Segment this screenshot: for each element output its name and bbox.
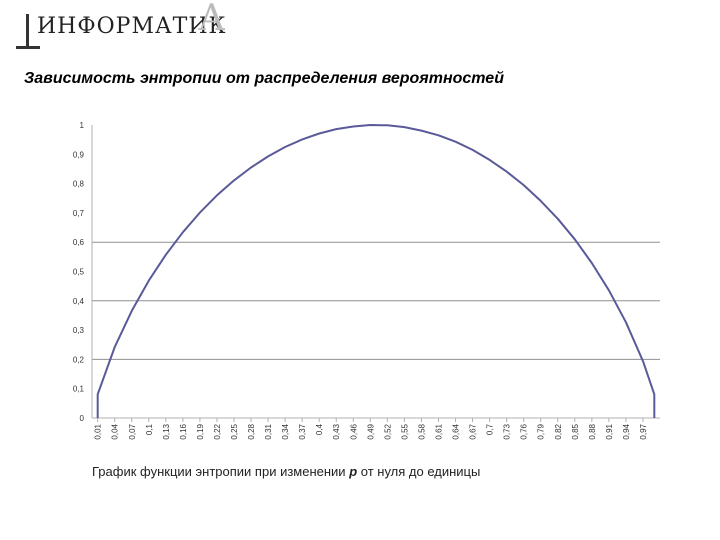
x-tick-label: 0,46	[349, 423, 358, 439]
x-tick-label: 0,25	[230, 423, 239, 439]
x-tick-label: 0,19	[196, 423, 205, 439]
logo-bar-vertical	[26, 14, 29, 48]
x-tick-label: 0,13	[162, 423, 171, 439]
y-tick-label: 0,5	[73, 268, 85, 277]
x-tick-label: 0,97	[639, 423, 648, 439]
x-tick-label: 0,43	[332, 423, 341, 439]
entropy-curve	[96, 124, 656, 419]
caption-text-before: График функции энтропии при изменении	[92, 464, 350, 479]
x-tick-label: 0,88	[588, 423, 597, 439]
x-tick-label: 0,7	[486, 423, 495, 435]
y-tick-label: 0,9	[73, 150, 85, 159]
x-tick-label: 0,22	[213, 423, 222, 439]
caption-text-after: от нуля до единицы	[357, 464, 481, 479]
chart-caption: График функции энтропии при изменении p …	[92, 464, 480, 479]
caption-variable: p	[349, 464, 358, 479]
x-tick-label: 0,34	[281, 423, 290, 439]
x-tick-label: 0,52	[383, 423, 392, 439]
y-tick-label: 0,1	[73, 385, 85, 394]
y-tick-label: 0,2	[73, 355, 85, 364]
y-tick-label: 0,6	[73, 238, 85, 247]
x-tick-label: 0,76	[520, 423, 529, 439]
y-tick-label: 0,4	[73, 297, 85, 306]
y-tick-label: 1	[80, 121, 85, 130]
y-tick-label: 0,8	[73, 180, 85, 189]
x-tick-label: 0,64	[452, 423, 461, 439]
x-tick-label: 0,28	[247, 423, 256, 439]
x-tick-label: 0,82	[554, 423, 563, 439]
x-tick-label: 0,58	[417, 423, 426, 439]
y-tick-label: 0,7	[73, 209, 85, 218]
y-tick-label: 0,3	[73, 326, 85, 335]
x-tick-label: 0,79	[537, 423, 546, 439]
x-tick-label: 0,16	[179, 423, 188, 439]
x-tick-label: 0,04	[111, 423, 120, 439]
x-tick-label: 0,85	[571, 423, 580, 439]
x-tick-label: 0,4	[315, 423, 324, 435]
x-tick-label: 0,1	[145, 423, 154, 435]
x-tick-label: 0,55	[400, 423, 409, 439]
x-tick-label: 0,07	[128, 423, 137, 439]
slide-title: Зависимость энтропии от распределения ве…	[24, 70, 504, 87]
x-tick-label: 0,37	[298, 423, 307, 439]
x-tick-label: 0,94	[622, 423, 631, 439]
x-tick-label: 0,91	[605, 423, 614, 439]
x-tick-label: 0,67	[469, 423, 478, 439]
x-tick-label: 0,73	[503, 423, 512, 439]
y-tick-label: 0	[80, 414, 85, 423]
x-tick-label: 0,49	[366, 423, 375, 439]
logo-bar-horizontal	[16, 46, 40, 49]
logo-letter: А	[198, 0, 226, 39]
logo-text: ИНФОРМАТИК	[37, 14, 227, 39]
x-tick-label: 0,31	[264, 423, 273, 439]
x-tick-label: 0,01	[94, 423, 103, 439]
x-tick-label: 0,61	[434, 423, 443, 439]
